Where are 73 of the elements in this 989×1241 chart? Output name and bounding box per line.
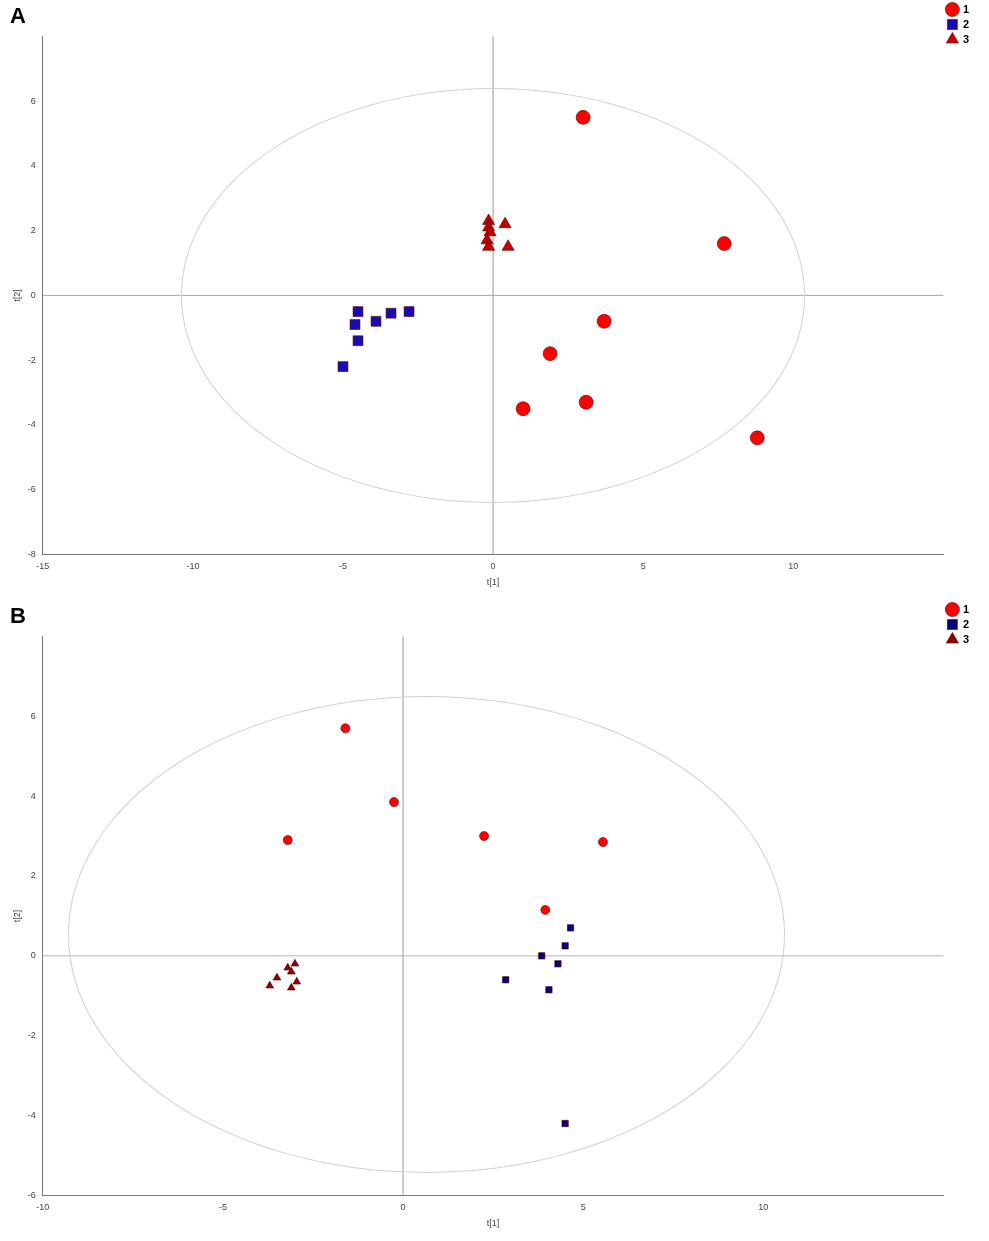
y-tick-label: 0 bbox=[30, 289, 36, 300]
y-tick-label: 2 bbox=[30, 870, 36, 881]
x-tick-label: -10 bbox=[186, 561, 200, 572]
point bbox=[403, 306, 415, 317]
point bbox=[545, 986, 553, 994]
point bbox=[554, 960, 562, 968]
legend-label: 1 bbox=[962, 2, 970, 15]
point bbox=[501, 239, 515, 251]
x-tick-label: -5 bbox=[218, 1202, 227, 1213]
y-tick-label: -4 bbox=[27, 419, 36, 430]
legend-label: 3 bbox=[962, 632, 970, 645]
point bbox=[337, 361, 349, 372]
y-tick-label: 6 bbox=[30, 710, 36, 721]
x-tick-label: 5 bbox=[580, 1202, 586, 1213]
x-tick-label: 0 bbox=[400, 1202, 406, 1213]
point bbox=[567, 924, 575, 932]
point bbox=[540, 905, 551, 915]
x-axis-title: t[1] bbox=[486, 577, 500, 588]
y-axis-title: t[2] bbox=[11, 289, 22, 302]
point bbox=[370, 316, 382, 327]
y-axis-title: t[2] bbox=[11, 909, 22, 923]
point bbox=[542, 346, 558, 361]
point bbox=[561, 1120, 569, 1128]
y-tick-label: -2 bbox=[27, 354, 36, 365]
point bbox=[349, 319, 361, 330]
point bbox=[292, 976, 301, 985]
point bbox=[538, 952, 546, 960]
point bbox=[716, 236, 732, 251]
point bbox=[352, 335, 364, 346]
legend-label: 2 bbox=[962, 17, 970, 30]
x-tick-label: 0 bbox=[490, 561, 496, 572]
y-tick-label: -6 bbox=[27, 1189, 36, 1200]
x-tick-label: 10 bbox=[758, 1202, 769, 1213]
point bbox=[265, 980, 274, 989]
point bbox=[352, 306, 364, 317]
point bbox=[561, 942, 569, 950]
point bbox=[282, 835, 293, 845]
y-tick-label: 6 bbox=[30, 95, 36, 106]
point bbox=[479, 831, 489, 841]
point bbox=[272, 972, 282, 981]
y-tick-label: -6 bbox=[27, 484, 36, 495]
legend-label: 2 bbox=[962, 617, 970, 630]
y-tick-label: 0 bbox=[30, 950, 36, 961]
point bbox=[578, 394, 594, 410]
point bbox=[389, 797, 399, 807]
y-tick-label: -4 bbox=[27, 1110, 36, 1121]
y-tick-label: -2 bbox=[27, 1030, 36, 1041]
point bbox=[290, 959, 300, 967]
y-tick-label: 2 bbox=[30, 225, 36, 236]
y-tick-label: -8 bbox=[27, 548, 36, 559]
y-tick-label: 4 bbox=[30, 160, 36, 171]
point bbox=[287, 967, 296, 975]
point bbox=[598, 837, 608, 847]
point bbox=[287, 982, 296, 991]
point bbox=[385, 307, 397, 319]
point bbox=[502, 976, 510, 984]
x-axis-title: t[1] bbox=[486, 1218, 500, 1229]
x-tick-label: -15 bbox=[36, 561, 50, 572]
y-tick-label: 4 bbox=[30, 790, 36, 801]
chart-title: A bbox=[10, 3, 26, 29]
x-tick-label: -10 bbox=[36, 1202, 50, 1213]
legend-label: 1 bbox=[962, 602, 970, 615]
x-tick-label: 5 bbox=[640, 561, 646, 572]
point bbox=[596, 314, 612, 329]
x-tick-label: -5 bbox=[338, 561, 347, 572]
point bbox=[515, 401, 531, 417]
point bbox=[482, 239, 495, 251]
point bbox=[749, 430, 765, 446]
chart-title: B bbox=[10, 603, 26, 629]
point bbox=[498, 216, 512, 228]
x-tick-label: 10 bbox=[788, 561, 799, 572]
legend-label: 3 bbox=[962, 32, 970, 45]
point bbox=[340, 723, 351, 734]
